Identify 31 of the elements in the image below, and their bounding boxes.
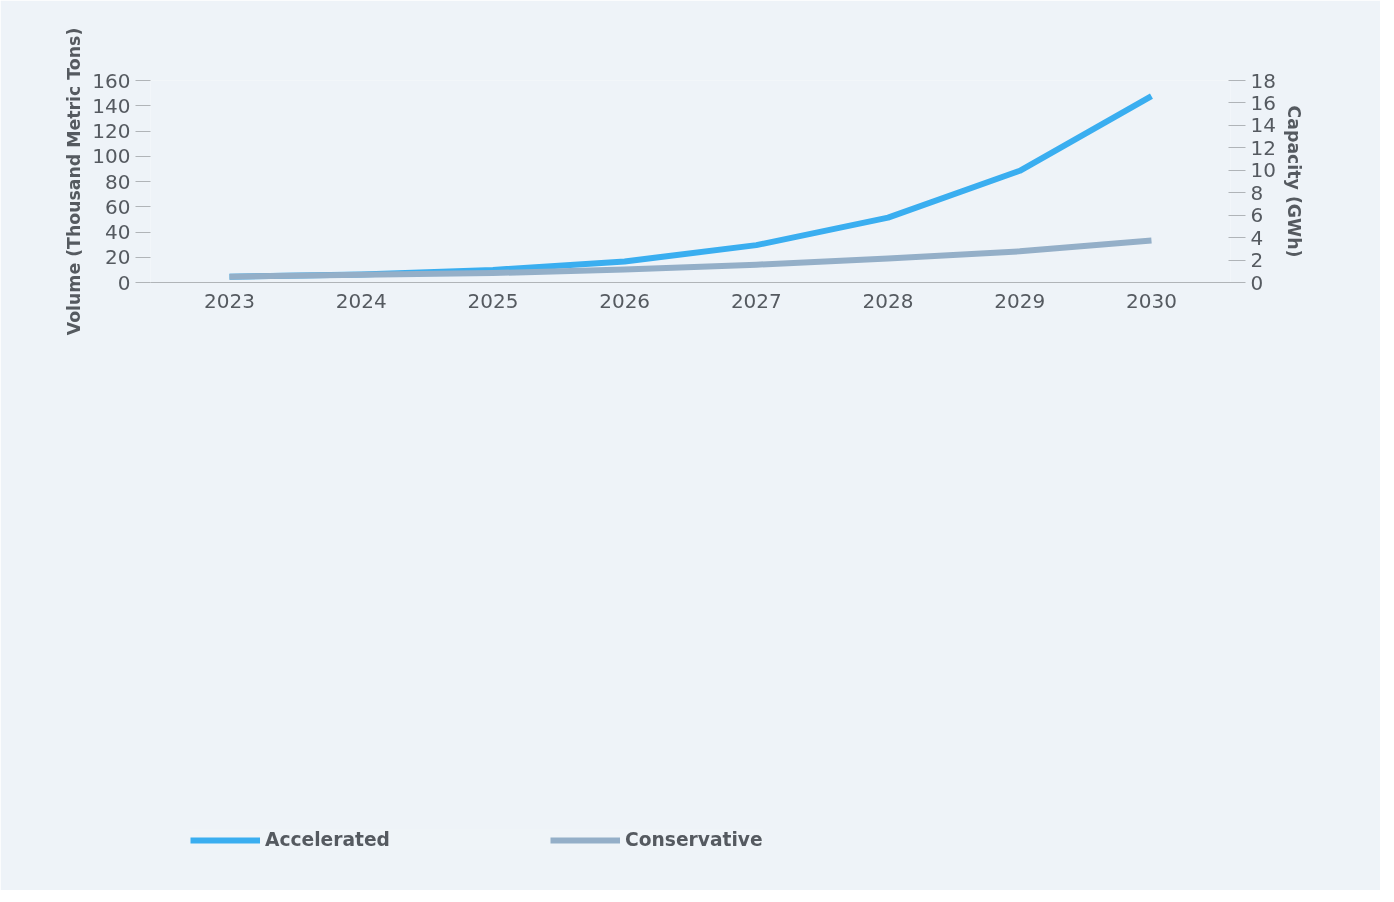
y2-tick-label: 2 bbox=[1250, 248, 1264, 273]
x-tick-label: 2025 bbox=[467, 288, 519, 313]
y-tick-label: 60 bbox=[105, 194, 131, 219]
y-tick-label: 140 bbox=[92, 93, 131, 118]
y-tick-label: 20 bbox=[105, 245, 131, 270]
y2-axis-title: Capacity (GWh) bbox=[1283, 105, 1304, 258]
y2-tick-label: 14 bbox=[1250, 113, 1276, 138]
y2-tick-label: 4 bbox=[1250, 225, 1264, 250]
x-tick-label: 2023 bbox=[204, 288, 255, 313]
x-tick-label: 2024 bbox=[335, 288, 387, 313]
y-tick-label: 160 bbox=[92, 68, 131, 93]
y-tick-label: 0 bbox=[117, 270, 131, 295]
y-tick-label: 120 bbox=[92, 119, 131, 143]
y2-tick-label: 6 bbox=[1250, 203, 1264, 228]
x-tick-label: 2027 bbox=[730, 288, 782, 313]
y-tick-label: 40 bbox=[105, 220, 131, 244]
x-tick-label: 2026 bbox=[599, 288, 651, 313]
x-tick-label: 2029 bbox=[994, 288, 1046, 313]
y2-tick-label: 8 bbox=[1250, 180, 1264, 205]
y2-tick-label: 0 bbox=[1250, 270, 1264, 295]
legend-label: Accelerated bbox=[265, 829, 390, 850]
legend-label: Conservative bbox=[624, 829, 763, 850]
y2-tick-label: 12 bbox=[1250, 135, 1276, 160]
y-axis-title: Volume (Thousand Metric Tons) bbox=[64, 27, 85, 336]
y2-tick-label: 18 bbox=[1250, 68, 1276, 93]
y-tick-label: 80 bbox=[105, 169, 131, 194]
y2-tick-label: 16 bbox=[1250, 90, 1276, 115]
x-tick-label: 2030 bbox=[1126, 288, 1177, 313]
y-tick-label: 100 bbox=[92, 144, 131, 169]
y2-tick-label: 10 bbox=[1250, 158, 1276, 183]
x-tick-label: 2028 bbox=[862, 288, 914, 313]
